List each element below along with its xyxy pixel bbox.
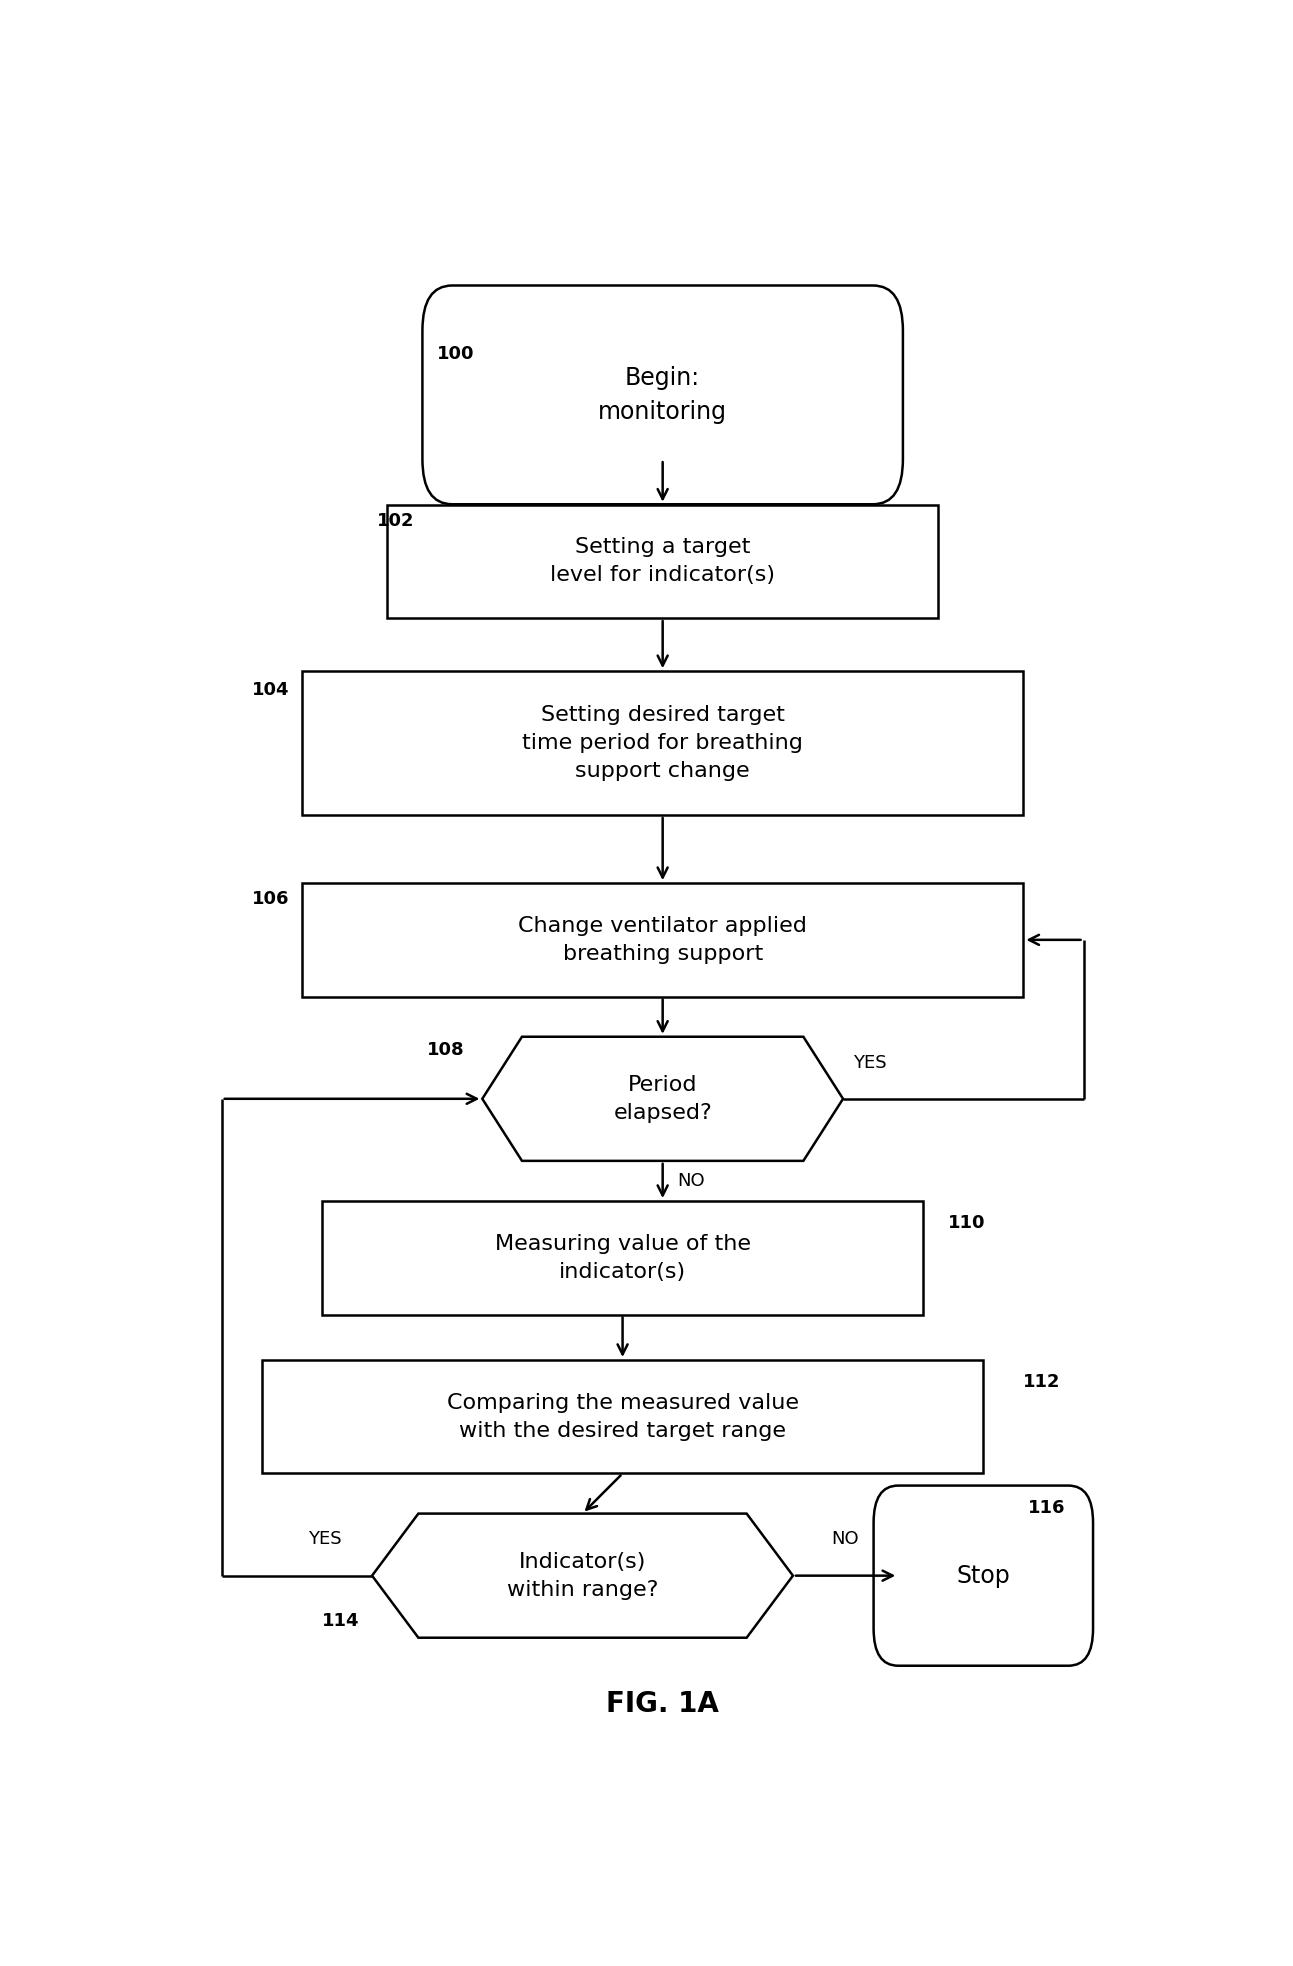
Text: YES: YES [308, 1530, 343, 1549]
FancyBboxPatch shape [874, 1486, 1093, 1665]
Text: Setting desired target
time period for breathing
support change: Setting desired target time period for b… [522, 706, 803, 781]
Bar [303, 670, 1024, 816]
Text: 112: 112 [1024, 1372, 1062, 1390]
Text: NO: NO [678, 1172, 705, 1189]
Text: 108: 108 [427, 1042, 464, 1060]
Text: NO: NO [831, 1530, 860, 1549]
Text: Period
elapsed?: Period elapsed? [613, 1075, 712, 1123]
Polygon shape [482, 1036, 843, 1160]
Text: 104: 104 [252, 680, 290, 700]
FancyBboxPatch shape [423, 285, 903, 503]
Text: 116: 116 [1028, 1498, 1065, 1516]
Text: FIG. 1A: FIG. 1A [606, 1691, 719, 1718]
Text: Indicator(s)
within range?: Indicator(s) within range? [507, 1551, 658, 1600]
Text: YES: YES [853, 1054, 887, 1071]
Text: Comparing the measured value
with the desired target range: Comparing the measured value with the de… [446, 1392, 799, 1441]
Bar [322, 1201, 923, 1315]
Bar [303, 883, 1024, 997]
Text: Setting a target
level for indicator(s): Setting a target level for indicator(s) [550, 537, 776, 586]
Polygon shape [372, 1514, 793, 1638]
Text: Begin:
monitoring: Begin: monitoring [599, 366, 727, 423]
Text: Measuring value of the
indicator(s): Measuring value of the indicator(s) [495, 1235, 750, 1282]
Text: 114: 114 [322, 1612, 359, 1630]
Bar [387, 505, 939, 617]
Text: 106: 106 [252, 891, 290, 908]
Text: Change ventilator applied
breathing support: Change ventilator applied breathing supp… [518, 916, 807, 963]
Text: 100: 100 [437, 344, 475, 364]
Text: 110: 110 [948, 1213, 985, 1233]
Text: Stop: Stop [957, 1563, 1010, 1589]
Text: 102: 102 [378, 511, 415, 529]
Bar [262, 1360, 984, 1473]
